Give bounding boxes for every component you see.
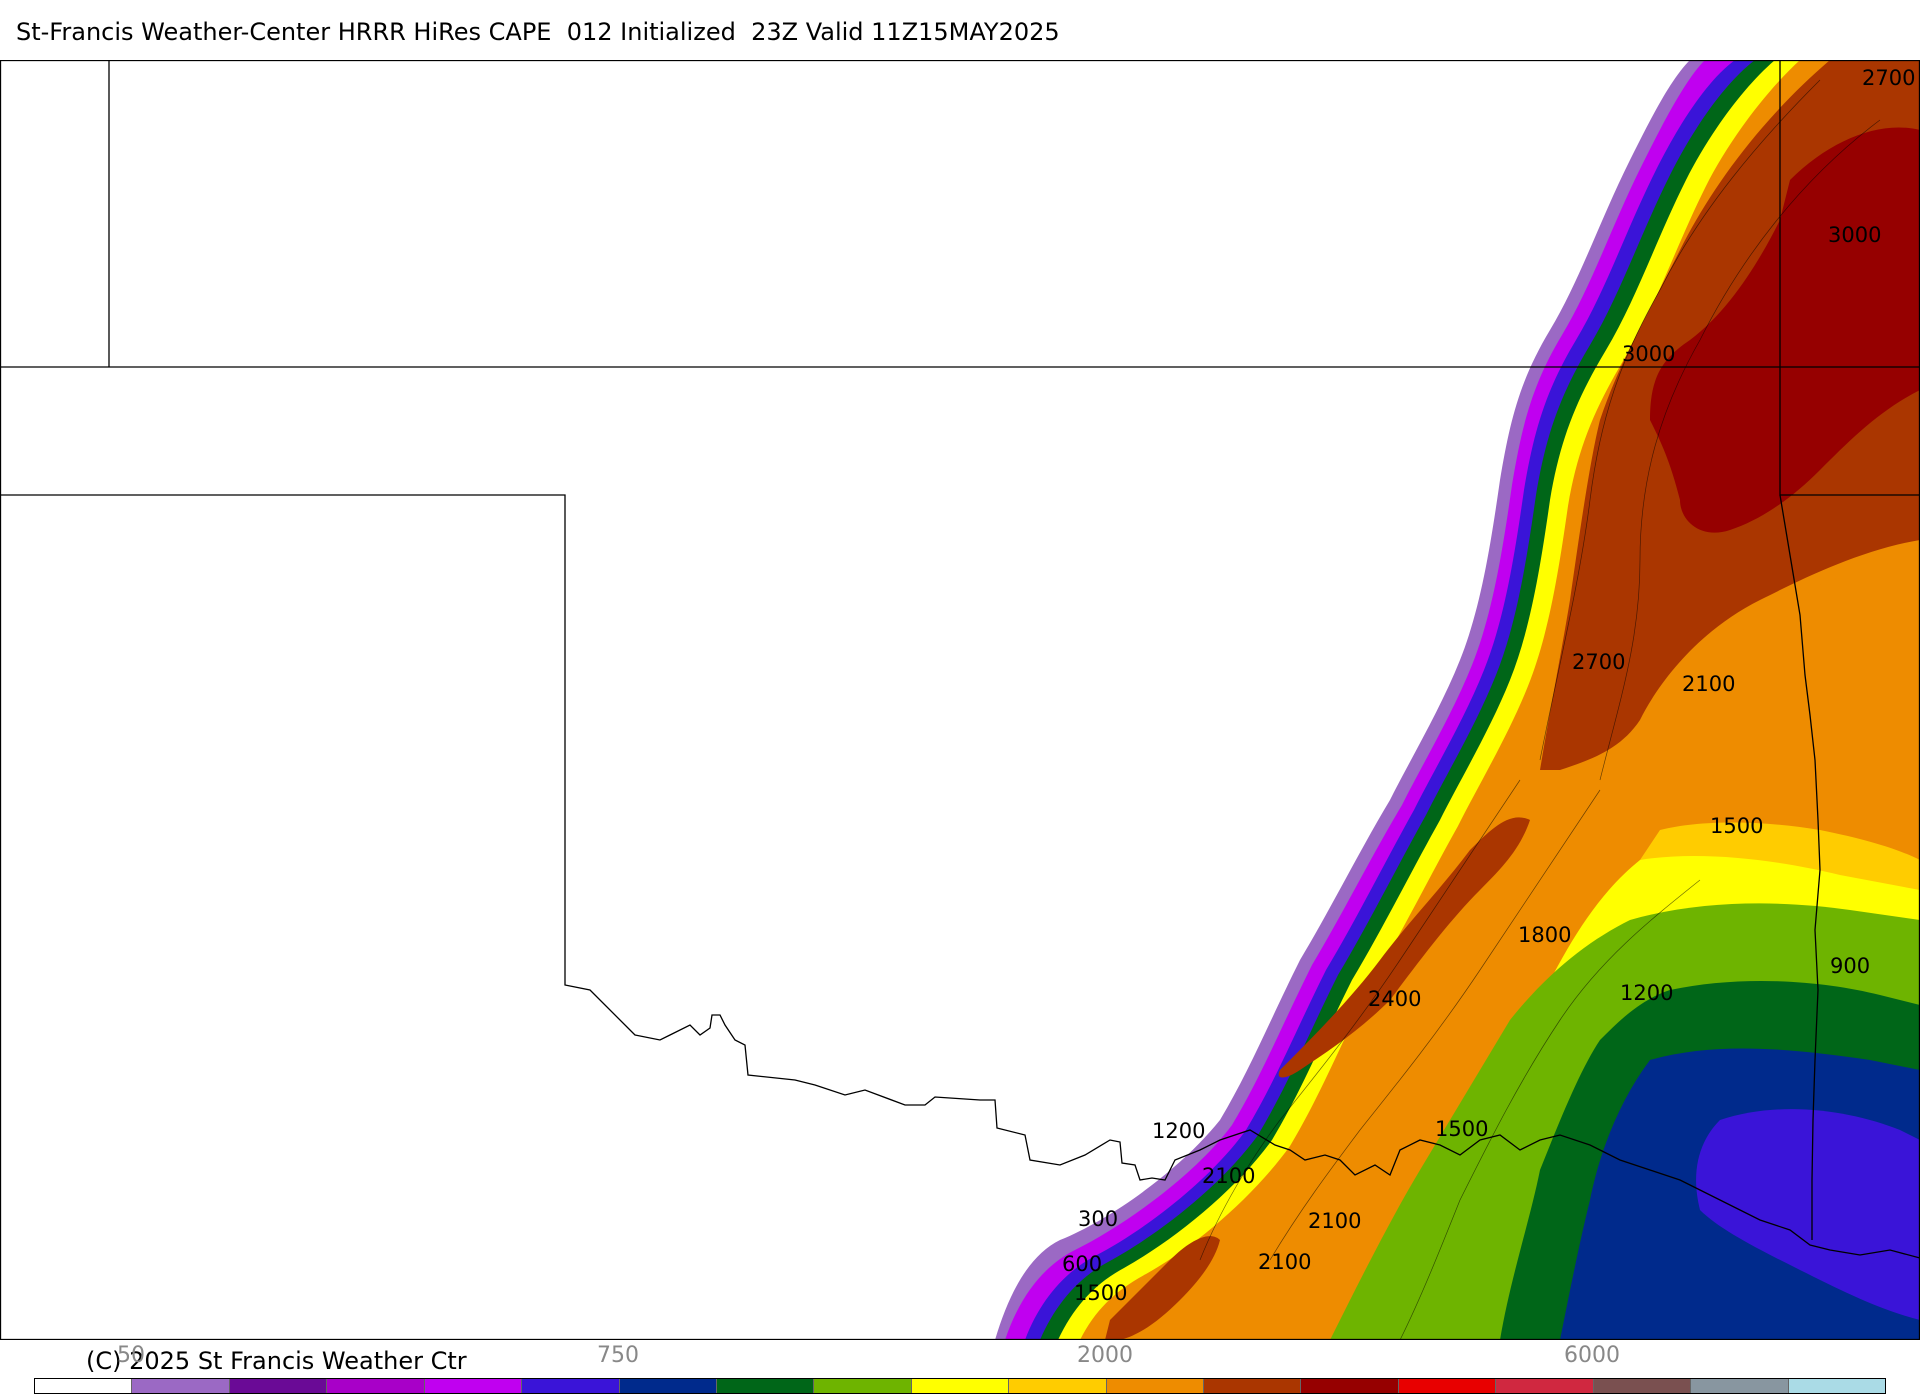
contour-label: 2700 xyxy=(1862,66,1915,90)
colorbar-segment xyxy=(1009,1379,1107,1393)
contour-label-layer: 2700 3000 3000 2700 2100 1500 1800 2400 … xyxy=(1062,66,1915,1305)
colorbar-segment xyxy=(522,1379,620,1393)
colorbar-segment xyxy=(911,1379,1010,1393)
colorbar-tick-label: 2000 xyxy=(1077,1343,1133,1368)
colorbar-segment xyxy=(1691,1379,1789,1393)
contour-label: 1200 xyxy=(1152,1119,1205,1143)
colorbar-tick-label: 6000 xyxy=(1564,1343,1620,1368)
colorbar-segment xyxy=(619,1379,717,1393)
contour-label: 2100 xyxy=(1682,672,1735,696)
colorbar-segment xyxy=(424,1379,523,1393)
contour-label: 2100 xyxy=(1258,1250,1311,1274)
colorbar-segment xyxy=(1398,1379,1497,1393)
cape-band-250-lowright xyxy=(1696,1109,1920,1320)
contour-lines xyxy=(1199,79,1881,1340)
contour-label: 900 xyxy=(1830,954,1870,978)
colorbar-segment xyxy=(1204,1379,1302,1393)
cape-band-2400-ridge xyxy=(1278,817,1530,1078)
colorbar-segment xyxy=(229,1379,328,1393)
contour-label: 3000 xyxy=(1828,223,1881,247)
contour-label: 2100 xyxy=(1308,1209,1361,1233)
colorbar-tick-label: 750 xyxy=(597,1343,639,1368)
colorbar-tick-label: 50 xyxy=(117,1343,145,1368)
contour-label: 2700 xyxy=(1572,650,1625,674)
colorbar-segment xyxy=(327,1379,425,1393)
map-title: St-Francis Weather-Center HRRR HiRes CAP… xyxy=(16,18,1060,46)
contour-label: 3000 xyxy=(1622,342,1675,366)
copyright-text: (C) 2025 St Francis Weather Ctr xyxy=(86,1347,467,1375)
cape-band-3000 xyxy=(1650,127,1920,533)
state-line-mid xyxy=(0,494,1920,1259)
colorbar-segment xyxy=(1788,1379,1886,1393)
contour-label: 1500 xyxy=(1074,1281,1127,1305)
colorbar-segment xyxy=(1593,1379,1692,1393)
contour-label: 1500 xyxy=(1435,1117,1488,1141)
cape-band-2100-south xyxy=(1105,1236,1220,1340)
colorbar-segment xyxy=(716,1379,815,1393)
cape-map: 2700 3000 3000 2700 2100 1500 1800 2400 … xyxy=(0,60,1920,1340)
colorbar-segment xyxy=(1496,1379,1594,1393)
contour-label: 1800 xyxy=(1518,923,1571,947)
cape-colorbar xyxy=(34,1378,1886,1394)
contour-label: 300 xyxy=(1078,1207,1118,1231)
contour-label: 2400 xyxy=(1368,987,1421,1011)
contour-label: 1500 xyxy=(1710,814,1763,838)
colorbar-segment xyxy=(132,1379,230,1393)
contour-label: 600 xyxy=(1062,1252,1102,1276)
colorbar-segment xyxy=(35,1379,133,1393)
colorbar-segment xyxy=(814,1379,912,1393)
state-line-east-2 xyxy=(1779,494,1821,1240)
cape-fill-layer xyxy=(995,60,1920,1340)
contour-label: 1200 xyxy=(1620,981,1673,1005)
contour-label: 2100 xyxy=(1202,1164,1255,1188)
colorbar-segment xyxy=(1106,1379,1205,1393)
cape-band-2100-east xyxy=(1689,560,1920,863)
colorbar-segment xyxy=(1301,1379,1399,1393)
